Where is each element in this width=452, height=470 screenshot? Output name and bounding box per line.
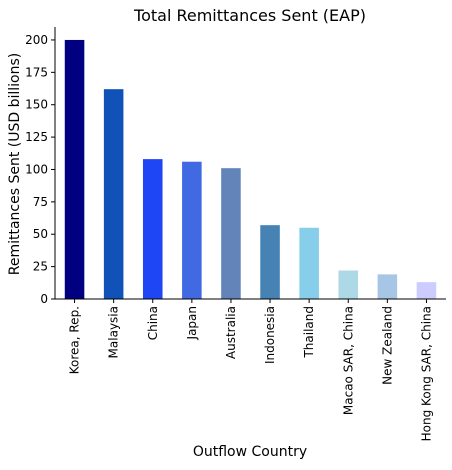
x-tick-label: Malaysia xyxy=(107,306,121,358)
x-tick-label: Indonesia xyxy=(263,306,277,364)
bar xyxy=(299,227,319,299)
x-axis-label: Outflow Country xyxy=(193,444,307,460)
bar xyxy=(338,270,359,299)
x-tick-label: Hong Kong SAR, China xyxy=(419,306,433,441)
x-ticks-group: Korea, Rep. Malaysia China Japan Australia In… xyxy=(68,299,433,441)
bar xyxy=(377,274,398,299)
bar xyxy=(142,159,163,299)
bar xyxy=(64,39,85,299)
bar xyxy=(182,161,202,299)
y-tick-label: 175 xyxy=(25,65,48,79)
x-tick-label: Japan xyxy=(185,306,199,340)
x-tick-label: China xyxy=(146,306,160,340)
bar xyxy=(416,282,437,299)
y-tick-label: 75 xyxy=(33,195,48,209)
x-tick-label: Thailand xyxy=(302,306,316,359)
x-tick-label: Macao SAR, China xyxy=(341,306,355,415)
y-tick-label: 100 xyxy=(25,162,48,176)
y-tick-label: 50 xyxy=(33,227,48,241)
x-tick-label: Korea, Rep. xyxy=(68,306,82,374)
y-tick-label: 125 xyxy=(25,130,48,144)
x-tick-label: Australia xyxy=(224,306,238,359)
bars-group xyxy=(64,39,437,300)
y-axis-label: Remittances Sent (USD billions) xyxy=(7,53,23,276)
bar xyxy=(260,225,280,299)
y-tick-label: 25 xyxy=(33,260,48,274)
y-tick-label: 0 xyxy=(40,292,48,306)
chart-title: Total Remittances Sent (EAP) xyxy=(133,6,366,25)
y-ticks-group: 0 25 50 75 100 125 150 175 200 xyxy=(25,33,55,306)
bar xyxy=(221,168,241,299)
x-tick-label: New Zealand xyxy=(380,306,394,385)
bar xyxy=(103,89,124,300)
y-tick-label: 150 xyxy=(25,98,48,112)
y-tick-label: 200 xyxy=(25,33,48,47)
